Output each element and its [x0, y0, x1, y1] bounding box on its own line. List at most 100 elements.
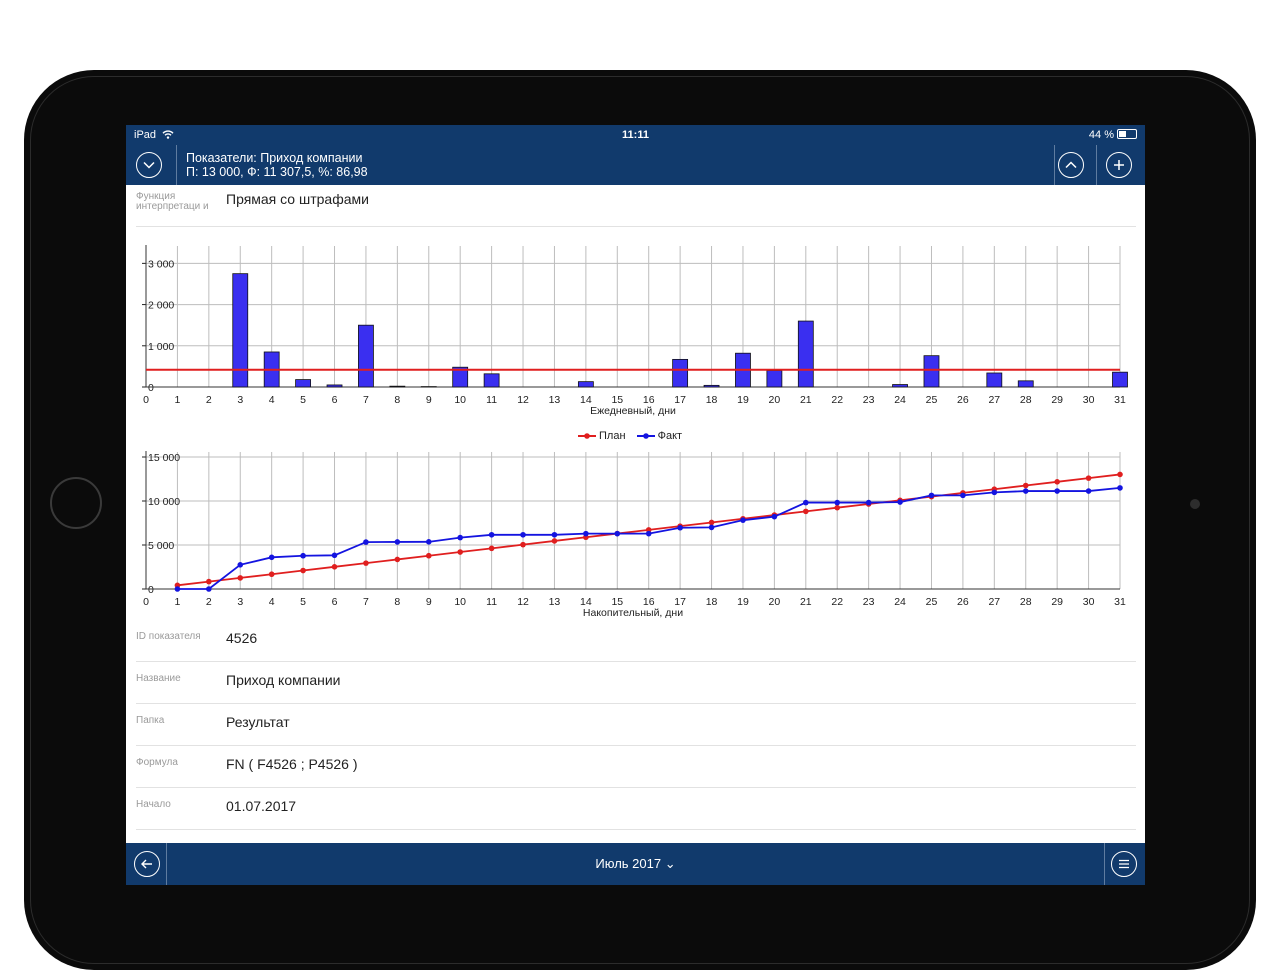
- fact-point: [897, 499, 903, 505]
- plan-point: [237, 575, 243, 581]
- x-tick-label: 19: [737, 394, 749, 406]
- x-tick-label: 26: [957, 394, 969, 406]
- x-tick-label: 25: [926, 394, 938, 406]
- nav-separator: [176, 145, 177, 185]
- x-tick-label: 2: [206, 596, 212, 608]
- y-tick-label: 1 000: [148, 341, 174, 353]
- detail-value[interactable]: Приход компании: [226, 672, 340, 688]
- x-tick-label: 30: [1083, 596, 1095, 608]
- x-tick-label: 21: [800, 596, 812, 608]
- x-tick-label: 13: [549, 596, 561, 608]
- y-tick-label: 0: [148, 584, 154, 596]
- detail-value[interactable]: FN ( F4526 ; P4526 ): [226, 756, 358, 772]
- x-tick-label: 2: [206, 394, 212, 406]
- add-button[interactable]: [1106, 152, 1132, 178]
- fact-point: [614, 531, 620, 537]
- detail-value[interactable]: 01.07.2017: [226, 798, 296, 814]
- fact-point: [834, 500, 840, 506]
- x-tick-label: 22: [831, 394, 843, 406]
- fact-point: [426, 539, 432, 545]
- x-tick-label: 24: [894, 596, 906, 608]
- fact-point: [583, 531, 589, 537]
- plan-point: [803, 509, 809, 515]
- plan-point: [1054, 479, 1060, 485]
- bar: [358, 325, 373, 387]
- fact-point: [1023, 488, 1029, 494]
- nav-separator: [1054, 145, 1055, 185]
- app-screen: iPad 11:11 44 % Показатели: Приход компа…: [126, 125, 1145, 885]
- plus-icon: [1113, 159, 1125, 171]
- month-selector[interactable]: Июль 2017 ⌄: [126, 856, 1145, 872]
- fact-point: [332, 552, 338, 558]
- x-tick-label: 30: [1083, 394, 1095, 406]
- x-tick-label: 5: [300, 596, 306, 608]
- fact-point: [1054, 488, 1060, 494]
- page-subtitle: П: 13 000, Ф: 11 307,5, %: 86,98: [186, 165, 368, 179]
- bar: [987, 373, 1002, 387]
- x-tick-label: 9: [426, 596, 432, 608]
- scroll-up-button[interactable]: [1058, 152, 1084, 178]
- plan-point: [395, 557, 401, 563]
- bar: [390, 386, 405, 387]
- x-tick-label: 9: [426, 394, 432, 406]
- bar: [484, 374, 499, 387]
- status-bar: iPad 11:11 44 %: [126, 125, 1145, 145]
- detail-value[interactable]: 4526: [226, 630, 257, 646]
- detail-label: Название: [136, 674, 181, 684]
- y-tick-label: 0: [148, 382, 154, 394]
- x-tick-label: 29: [1051, 394, 1063, 406]
- y-tick-label: 3 000: [148, 258, 174, 270]
- interpretation-value[interactable]: Прямая со штрафами: [226, 191, 369, 207]
- x-tick-label: 27: [988, 394, 1000, 406]
- fact-point: [457, 535, 463, 541]
- detail-row-name: Название Приход компании: [126, 662, 1145, 704]
- fact-point: [175, 586, 181, 592]
- legend-plan-marker: [578, 432, 596, 440]
- fact-point: [992, 490, 998, 496]
- x-tick-label: 27: [988, 596, 1000, 608]
- nav-separator: [1096, 145, 1097, 185]
- bar: [893, 385, 908, 387]
- bar: [1018, 381, 1033, 387]
- toolbar-separator: [1104, 843, 1105, 885]
- x-tick-label: 1: [174, 394, 180, 406]
- nav-title-block: Показатели: Приход компании П: 13 000, Ф…: [186, 151, 368, 179]
- details-list: ID показателя 4526 Название Приход компа…: [126, 620, 1145, 830]
- detail-label: Папка: [136, 716, 164, 726]
- plan-point: [363, 560, 369, 566]
- legend-fact-label: Факт: [658, 430, 682, 442]
- plan-point: [206, 579, 212, 585]
- plan-point: [709, 520, 715, 526]
- bottom-toolbar: Июль 2017 ⌄: [126, 843, 1145, 885]
- x-tick-label: 8: [394, 596, 400, 608]
- detail-label: Начало: [136, 800, 171, 810]
- x-tick-label: 18: [706, 596, 718, 608]
- camera-icon: [1190, 499, 1200, 509]
- x-tick-label: 25: [926, 596, 938, 608]
- interpretation-label: Функция интерпретаци и: [136, 192, 216, 212]
- fact-point: [1086, 488, 1092, 494]
- collapse-button[interactable]: [136, 152, 162, 178]
- x-tick-label: 22: [831, 596, 843, 608]
- legend-fact-marker: [637, 432, 655, 440]
- menu-button[interactable]: [1111, 851, 1137, 877]
- x-tick-label: 23: [863, 394, 875, 406]
- fact-point: [300, 553, 306, 559]
- x-tick-label: 3: [237, 394, 243, 406]
- fact-point: [237, 562, 243, 568]
- x-tick-label: 17: [674, 394, 686, 406]
- fact-point: [803, 500, 809, 506]
- menu-icon: [1118, 859, 1130, 869]
- row-divider: [136, 226, 1136, 227]
- x-tick-label: 10: [454, 596, 466, 608]
- detail-value[interactable]: Результат: [226, 714, 290, 730]
- plan-point: [834, 505, 840, 511]
- row-divider: [136, 829, 1136, 830]
- x-tick-label: 19: [737, 596, 749, 608]
- home-button[interactable]: [50, 477, 102, 529]
- x-tick-label: 31: [1114, 394, 1126, 406]
- bar: [798, 321, 813, 387]
- page-title: Показатели: Приход компании: [186, 151, 368, 165]
